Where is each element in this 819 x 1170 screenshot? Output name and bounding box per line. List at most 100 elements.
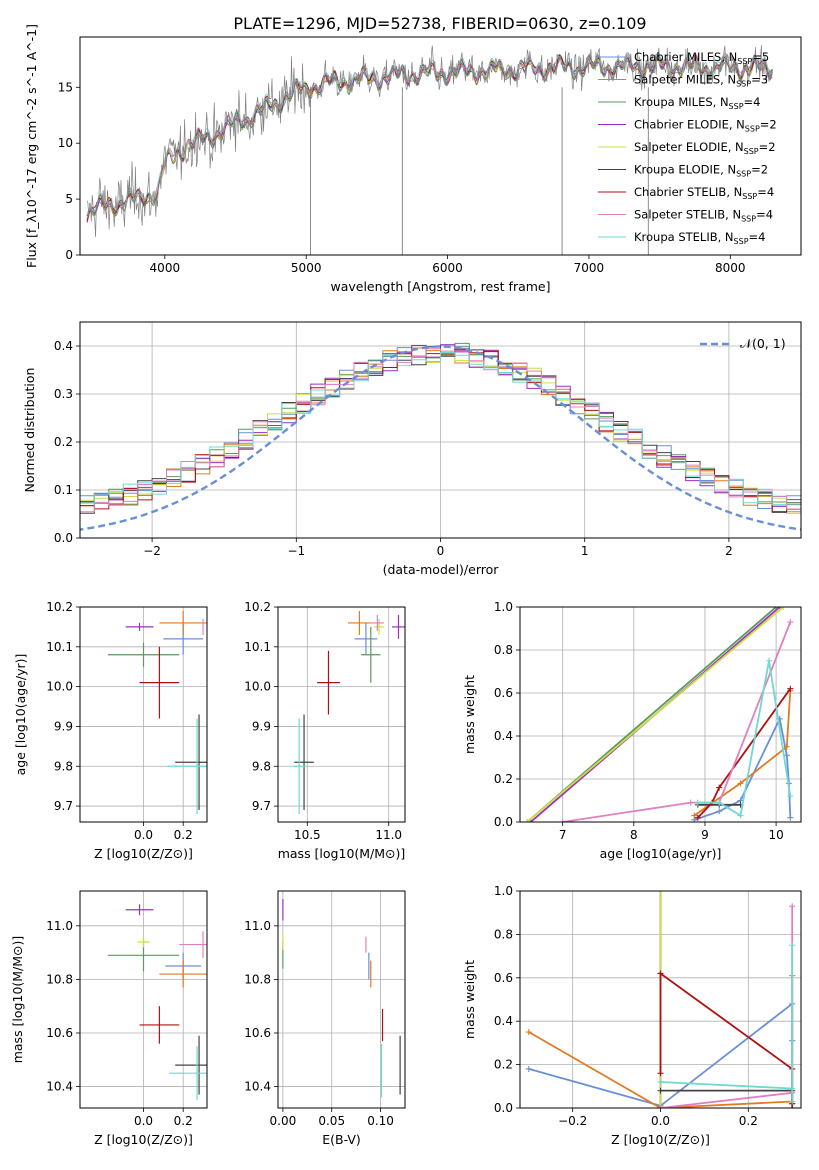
- axes-frame: [277, 890, 406, 1109]
- x-tick-label: 0.0: [134, 1114, 153, 1128]
- x-axis-label: E(B-V): [322, 1132, 361, 1147]
- legend-label: 𝒩(0, 1): [740, 336, 786, 351]
- axes-frame: [79, 36, 802, 256]
- x-tick-label: 7: [559, 828, 567, 842]
- y-tick-label: 0.0: [494, 815, 513, 829]
- mass-weight-marker: [787, 619, 794, 626]
- panel-4: 7 8 9 10 0.0 0.2 0.4 0.6 0.8 1.0 age [log10(age/yr…: [462, 600, 802, 861]
- y-tick-label: 10.4: [244, 1080, 271, 1094]
- panel-1: −2 −1 0 1 2 0.0 0.1 0.2 0.3 0.4 (data-model)/error…: [22, 321, 802, 577]
- y-tick-label: 10.1: [244, 640, 271, 654]
- y-tick-label: 10.2: [244, 600, 271, 614]
- x-tick-label: 2: [725, 544, 733, 558]
- y-tick-label: 10.8: [46, 972, 73, 986]
- legend-label: Chabrier STELIB, NSSP=4: [634, 185, 774, 201]
- y-tick-label: 0.0: [54, 531, 73, 545]
- y-tick-label: 9.9: [252, 719, 271, 733]
- legend-label: Salpeter MILES, NSSP=3: [634, 73, 768, 89]
- x-tick-label: −0.2: [558, 1114, 587, 1128]
- mass-weight-marker: [787, 814, 794, 821]
- plot-area-3: [278, 607, 405, 822]
- mass-weight-marker: [525, 1065, 532, 1072]
- error-bar-point: [107, 642, 180, 667]
- panel-2: 0.0 0.2 9.7 9.8 9.9 10.0 10.1 10.2 Z [log10(Z/Z⊙…: [13, 600, 208, 861]
- y-tick-label: 0: [65, 248, 73, 262]
- x-tick-label: 7000: [574, 261, 605, 275]
- mass-weight-line: [526, 607, 784, 822]
- error-bar-point: [139, 646, 180, 719]
- x-tick-label: 0.0: [134, 828, 153, 842]
- y-axis-label: Flux [f_λ10^-17 erg cm^-2 s^-1 A^-1]: [24, 24, 39, 268]
- y-tick-label: 0.8: [494, 927, 513, 941]
- mass-weight-marker: [789, 1085, 796, 1092]
- x-tick-label: 4000: [150, 261, 181, 275]
- mass-weight-line: [562, 621, 792, 822]
- error-bar-point: [125, 904, 154, 916]
- panel-6: 0.00 0.05 0.10 10.4 10.6 10.8 11.0 E(B-V): [244, 890, 406, 1147]
- mass-weight-marker: [737, 812, 744, 819]
- x-tick-label: 0.2: [174, 1114, 193, 1128]
- y-tick-label: 11.0: [244, 919, 271, 933]
- y-tick-label: 10.8: [244, 972, 271, 986]
- y-tick-label: 10: [58, 136, 73, 150]
- x-tick-label: 8: [630, 828, 638, 842]
- error-bar-point: [175, 1035, 207, 1095]
- mass-weight-marker: [737, 780, 744, 787]
- x-tick-label: 0.2: [174, 828, 193, 842]
- y-tick-label: 0.6: [494, 971, 513, 985]
- y-axis-label: mass weight: [462, 675, 477, 754]
- y-tick-label: 0.2: [494, 1058, 513, 1072]
- y-tick-label: 10.0: [244, 680, 271, 694]
- y-tick-label: 10.1: [46, 640, 73, 654]
- x-tick-label: −1: [287, 544, 305, 558]
- legend-label: Chabrier ELODIE, NSSP=2: [634, 118, 777, 134]
- x-tick-label: 5000: [291, 261, 322, 275]
- x-axis-label: age [log10(age/yr)]: [600, 846, 722, 861]
- error-bar-point: [169, 1046, 207, 1100]
- error-bar-point: [374, 618, 384, 635]
- y-tick-label: 0.8: [494, 643, 513, 657]
- x-tick-label: 0.10: [367, 1114, 394, 1128]
- mass-weight-marker: [694, 814, 701, 821]
- error-bar-point: [317, 650, 340, 715]
- y-axis-label: Normed distribution: [22, 368, 37, 493]
- y-tick-label: 0.1: [54, 483, 73, 497]
- error-bar-point: [167, 718, 207, 815]
- mass-weight-line: [693, 690, 792, 817]
- mass-weight-marker: [657, 891, 664, 894]
- y-tick-label: 9.8: [54, 759, 73, 773]
- legend-label: Chabrier MILES, NSSP=5: [634, 50, 769, 66]
- plot-area-7: [520, 891, 801, 1108]
- y-axis-label: mass [log10(M/M⊙)]: [10, 936, 25, 1064]
- error-bar-point: [179, 931, 207, 958]
- y-tick-label: 9.8: [252, 759, 271, 773]
- mass-weight-marker: [787, 793, 794, 800]
- y-tick-label: 5: [65, 192, 73, 206]
- panel-0: 4000 5000 6000 7000 8000 0 5 10 15 wavelength [An…: [24, 24, 802, 294]
- panel-5: 0.0 0.2 10.4 10.6 10.8 11.0 Z [log10(Z/Z⊙)] mas…: [10, 890, 208, 1147]
- x-tick-label: 1: [581, 544, 589, 558]
- figure-title: PLATE=1296, MJD=52738, FIBERID=0630, z=0…: [233, 14, 646, 33]
- y-tick-label: 0.6: [494, 686, 513, 700]
- x-tick-label: 0.05: [318, 1114, 345, 1128]
- y-tick-label: 9.9: [54, 719, 73, 733]
- mass-weight-line: [659, 971, 794, 1104]
- error-bar-point: [294, 714, 314, 811]
- mass-weight-marker: [691, 812, 698, 819]
- mass-weight-marker: [559, 819, 566, 822]
- plot-area-1: [80, 322, 801, 538]
- y-tick-label: 0.3: [54, 387, 73, 401]
- x-tick-label: 0.2: [739, 1114, 758, 1128]
- y-tick-label: 0.4: [494, 729, 513, 743]
- axes-frame: [519, 890, 802, 1109]
- plot-area-6: [278, 891, 405, 1108]
- axes-frame: [79, 321, 802, 539]
- y-tick-label: 10.6: [46, 1026, 73, 1040]
- error-bar-point: [354, 622, 378, 655]
- x-tick-label: 11.0: [375, 828, 402, 842]
- error-bar-point: [370, 614, 384, 631]
- axes-frame: [277, 606, 406, 823]
- plot-area-5: [80, 891, 207, 1108]
- plot-area-2: [80, 607, 207, 822]
- mass-weight-marker: [524, 819, 531, 822]
